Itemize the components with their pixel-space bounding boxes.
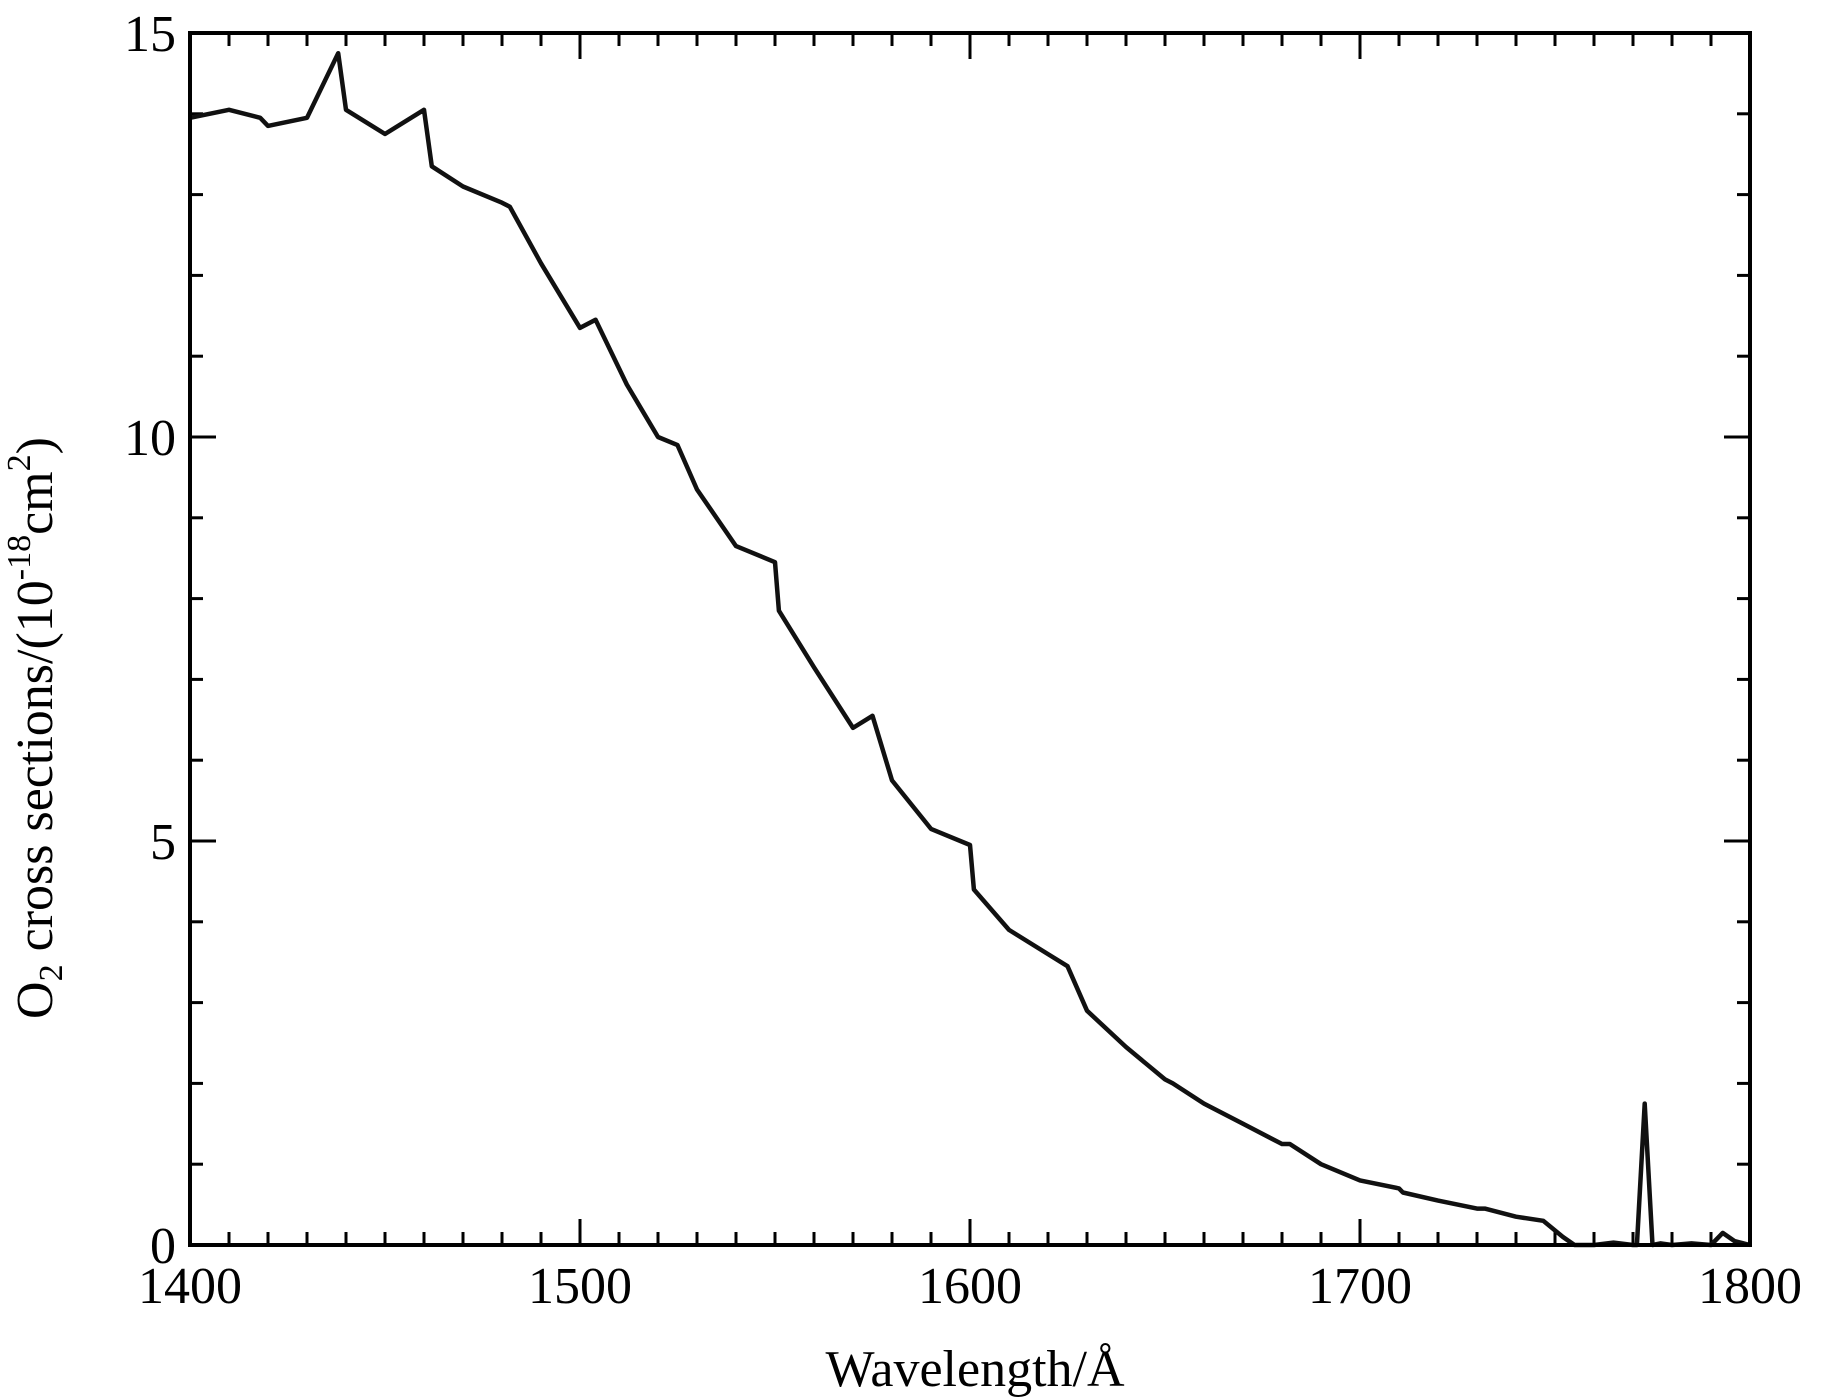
plot-frame — [188, 31, 1752, 1247]
x-tick-label: 1500 — [528, 1258, 632, 1315]
y-tick-label: 15 — [124, 6, 176, 63]
x-tick-label: 1700 — [1308, 1258, 1412, 1315]
y-axis-label: O2 cross sections/(10-18cm2) — [1, 437, 70, 1019]
y-tick-label: 0 — [150, 1218, 176, 1275]
y-tick-label: 10 — [124, 410, 176, 467]
x-tick-label: 1400 — [138, 1258, 242, 1315]
x-tick-label: 1600 — [918, 1258, 1022, 1315]
tick-labels: 1400 1500 1600 1700 1800 0 5 10 15 — [124, 6, 1802, 1315]
series-line — [189, 50, 1751, 1248]
y-tick-label: 5 — [150, 814, 176, 871]
axis-ticks — [188, 31, 1752, 1247]
x-axis-label: Wavelength/Å — [825, 1341, 1124, 1397]
x-tick-label: 1800 — [1698, 1258, 1802, 1315]
